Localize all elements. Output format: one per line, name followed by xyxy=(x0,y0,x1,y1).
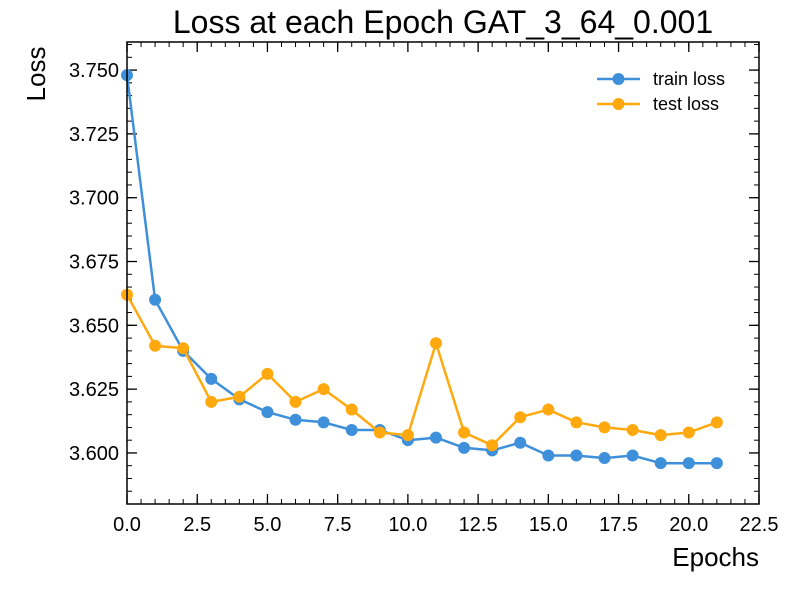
series-point-1 xyxy=(682,457,695,470)
series-point-1 xyxy=(626,449,639,462)
x-tick-label: 15.0 xyxy=(529,514,568,536)
x-tick-label: 2.5 xyxy=(183,514,211,536)
y-tick-label: 3.750 xyxy=(69,60,119,82)
series-point-1 xyxy=(598,452,611,465)
y-tick-label: 3.725 xyxy=(69,124,119,146)
series-point-2 xyxy=(401,429,414,442)
series-point-1 xyxy=(458,441,471,454)
series-point-1 xyxy=(317,416,330,429)
series-point-2 xyxy=(345,403,358,416)
legend-label: test loss xyxy=(653,94,719,114)
y-axis-title: Loss xyxy=(21,47,51,102)
legend-swatch-marker xyxy=(612,98,625,110)
series-point-2 xyxy=(682,426,695,439)
series-point-2 xyxy=(289,395,302,408)
y-tick-label: 3.650 xyxy=(69,315,119,337)
series-point-1 xyxy=(514,436,527,449)
x-tick-label: 5.0 xyxy=(254,514,282,536)
series-point-1 xyxy=(345,423,358,436)
series-point-1 xyxy=(289,413,302,426)
x-tick-label: 12.5 xyxy=(459,514,498,536)
series-point-2 xyxy=(205,395,218,408)
x-tick-label: 0.0 xyxy=(113,514,141,536)
x-tick-label: 22.5 xyxy=(740,514,779,536)
series-point-1 xyxy=(429,431,442,444)
series-point-2 xyxy=(429,337,442,350)
series-line-2 xyxy=(125,294,718,447)
axis-ticks: 0.0 2.5 5.0 7.5 10.0 12.5 15.0 17.5 20.0 22.5 3.60… xyxy=(69,42,779,536)
y-tick-label: 3.700 xyxy=(69,188,119,210)
x-tick-label: 7.5 xyxy=(324,514,352,536)
series-point-2 xyxy=(486,439,499,452)
series-point-2 xyxy=(149,339,162,352)
y-tick-label: 3.675 xyxy=(69,252,119,274)
y-tick-label: 3.600 xyxy=(69,443,119,465)
series-point-2 xyxy=(542,403,555,416)
legend: train loss test loss xyxy=(597,69,725,114)
series-point-2 xyxy=(458,426,471,439)
series-point-1 xyxy=(570,449,583,462)
legend-swatch-marker xyxy=(612,73,625,85)
series-point-2 xyxy=(570,416,583,429)
series-point-1 xyxy=(205,372,218,385)
series-point-2 xyxy=(626,423,639,436)
series-point-2 xyxy=(598,421,611,434)
series-point-2 xyxy=(710,416,723,429)
series-point-2 xyxy=(177,342,190,355)
x-tick-label: 10.0 xyxy=(388,514,427,536)
series-point-1 xyxy=(710,457,723,470)
x-tick-label: 20.0 xyxy=(669,514,708,536)
y-tick-label: 3.625 xyxy=(69,379,119,401)
series-point-2 xyxy=(373,426,386,439)
legend-label: train loss xyxy=(653,69,725,89)
series-point-2 xyxy=(261,367,274,380)
chart-title: Loss at each Epoch GAT_3_64_0.001 xyxy=(173,4,713,40)
series-point-1 xyxy=(542,449,555,462)
plot-area xyxy=(121,69,723,470)
x-tick-label: 17.5 xyxy=(599,514,638,536)
series-point-2 xyxy=(317,383,330,396)
series-point-1 xyxy=(654,457,667,470)
series-point-1 xyxy=(261,406,274,419)
series-point-1 xyxy=(149,293,162,306)
series-point-2 xyxy=(514,411,527,424)
series-point-2 xyxy=(654,429,667,442)
x-axis-title: Epochs xyxy=(672,542,759,572)
plot-frame xyxy=(126,41,760,505)
series-point-2 xyxy=(233,390,246,403)
series-line-1 xyxy=(125,75,717,465)
